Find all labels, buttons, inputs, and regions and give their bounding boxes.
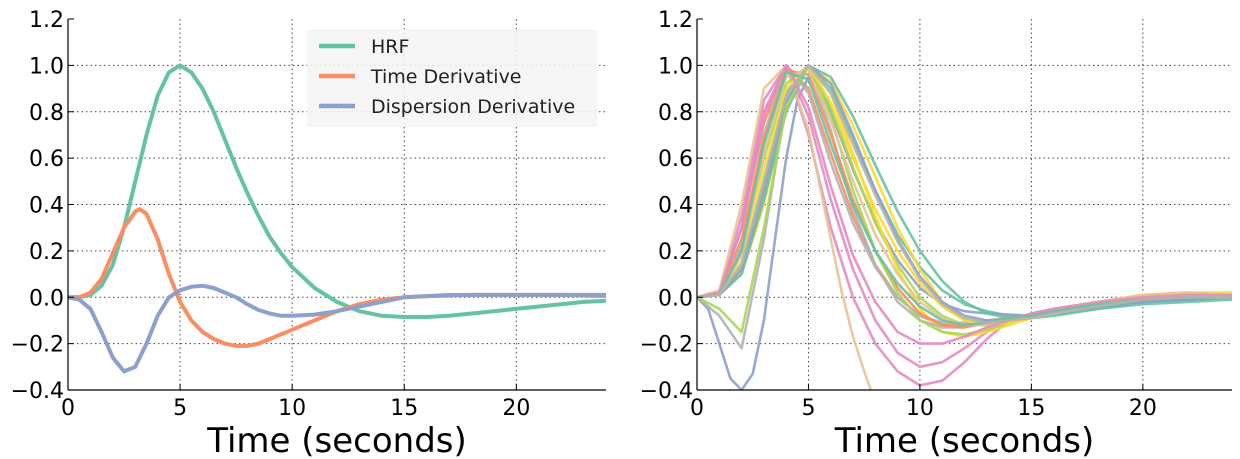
series-line-19 — [697, 71, 1232, 327]
y-tick-label: 0.6 — [658, 147, 693, 172]
y-tick-label: 1.0 — [29, 54, 64, 79]
series-line-12 — [697, 64, 1232, 320]
chart-panel-1: 0 5 10 15 20 −0.4 −0.2 0.0 0.2 0.4 0.6 0.8 1.0 1.2 Tim… — [11, 8, 606, 459]
y-tick-label: 0.4 — [29, 194, 64, 219]
series-line-20 — [697, 64, 1232, 325]
series-group — [697, 64, 1232, 390]
x-axis-label: Time (seconds) — [206, 421, 467, 459]
x-tick-label: 5 — [801, 396, 815, 421]
legend-label: Time Derivative — [370, 66, 522, 88]
y-tick-label: 0.0 — [29, 286, 64, 311]
x-axis-label: Time (seconds) — [834, 421, 1095, 459]
y-tick-label: 0.6 — [29, 147, 64, 172]
x-tick-label: 20 — [502, 396, 530, 421]
y-tick-label: −0.2 — [640, 333, 693, 358]
x-tick-label: 10 — [906, 396, 934, 421]
y-tick-label: −0.2 — [11, 333, 64, 358]
x-tick-label: 10 — [278, 396, 306, 421]
series-line-time-derivative — [68, 207, 606, 348]
x-tick-label: 5 — [173, 396, 187, 421]
series-line-18 — [697, 64, 1232, 345]
x-tick-label: 15 — [1017, 396, 1045, 421]
legend-box — [307, 29, 597, 127]
y-tick-label: 0.2 — [658, 240, 693, 265]
y-tick-label: 1.2 — [29, 8, 64, 33]
series-line-dispersion-derivative — [68, 283, 606, 374]
y-tick-label: −0.4 — [11, 379, 64, 404]
y-tick-label: 1.2 — [658, 8, 693, 33]
x-tick-label: 0 — [61, 396, 75, 421]
x-tick-label: 15 — [390, 396, 418, 421]
legend-label: Dispersion Derivative — [371, 96, 575, 118]
y-tick-label: 1.0 — [658, 54, 693, 79]
series-line-6 — [697, 64, 873, 390]
y-tick-label: 0.8 — [658, 101, 693, 126]
series-line-17 — [697, 68, 1232, 327]
legend-label: HRF — [371, 36, 409, 58]
y-tick-label: 0.0 — [658, 286, 693, 311]
chart-panel-2: 0 5 10 15 20 −0.4 −0.2 0.0 0.2 0.4 0.6 0.8 1.0 1.2 Tim… — [640, 8, 1232, 459]
y-tick-label: 0.4 — [658, 194, 693, 219]
y-tick-label: 0.2 — [29, 240, 64, 265]
y-tick-label: −0.4 — [640, 379, 693, 404]
x-tick-label: 20 — [1129, 396, 1157, 421]
legend: HRF Time Derivative Dispersion Derivative — [307, 29, 597, 127]
x-tick-label: 0 — [690, 396, 704, 421]
series-group — [68, 63, 606, 374]
y-tick-label: 0.8 — [29, 101, 64, 126]
series-line-hrf — [68, 63, 606, 319]
